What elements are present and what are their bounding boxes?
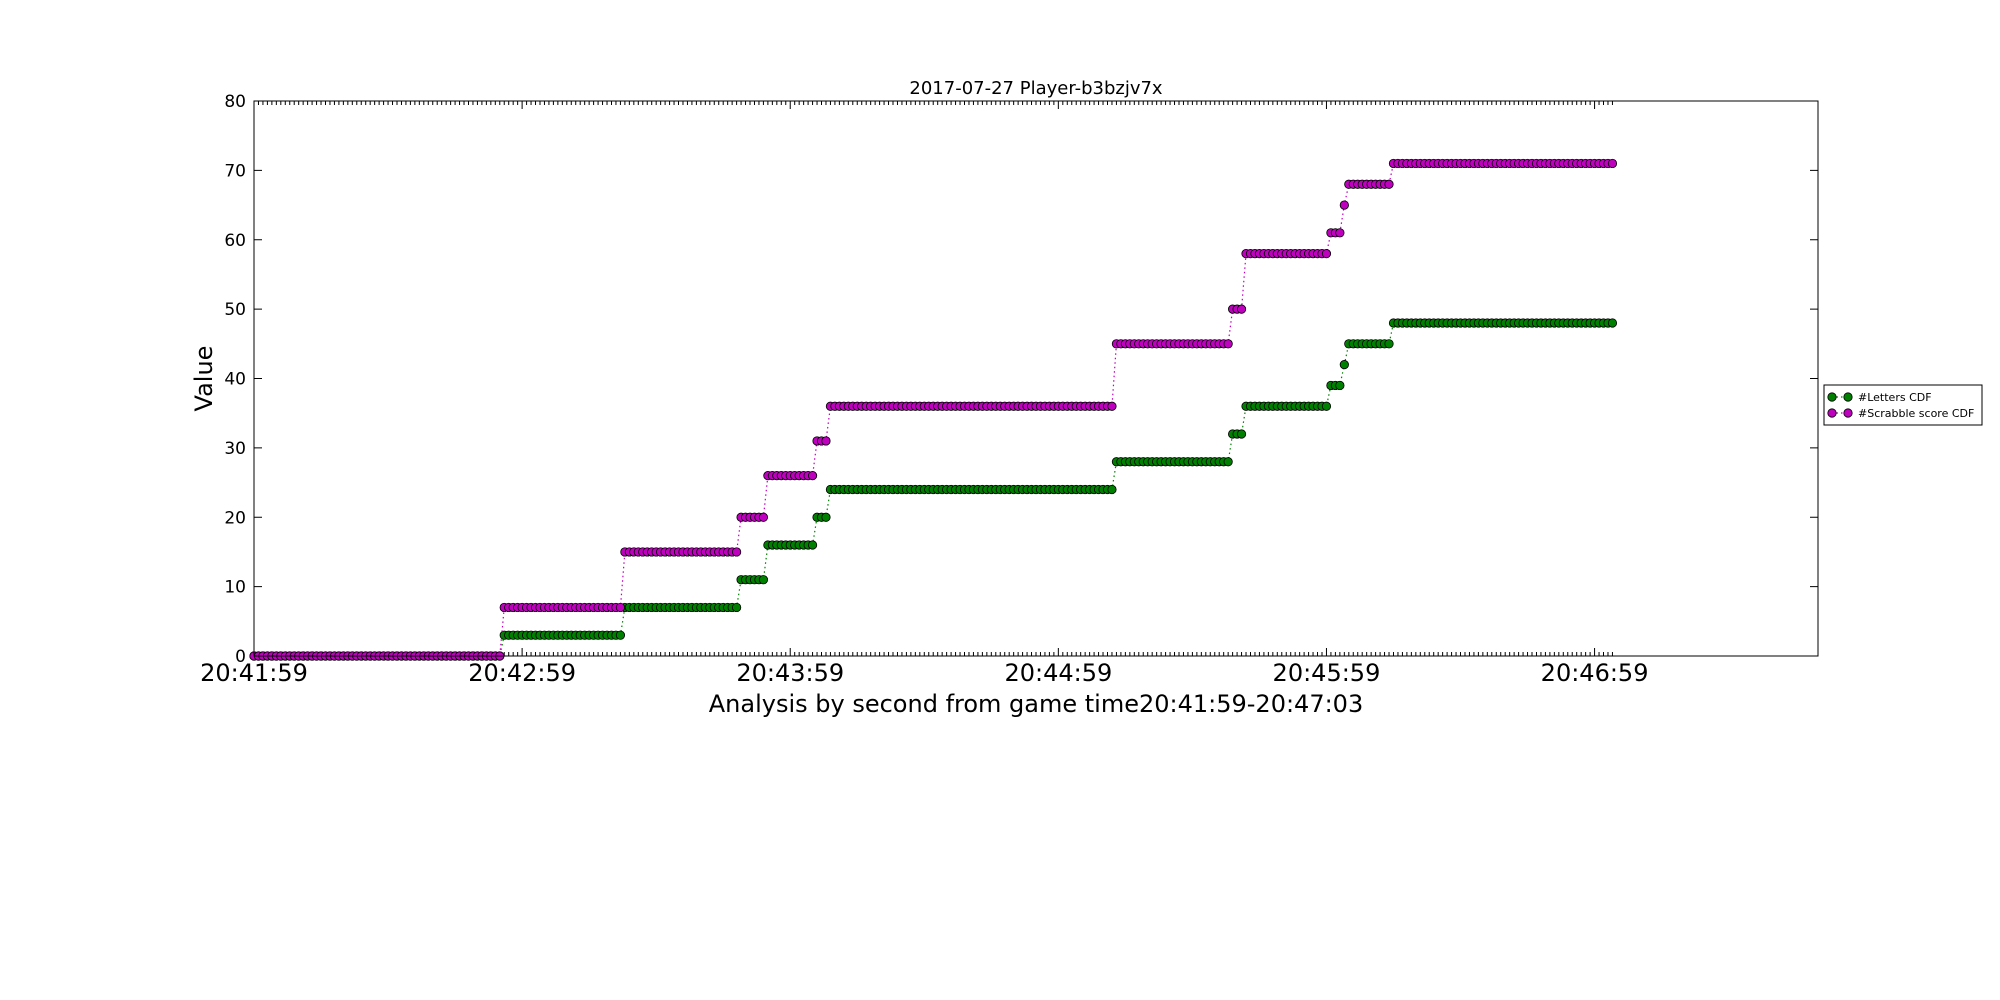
data-point: [758, 512, 769, 522]
data-point: [1107, 484, 1117, 495]
data-point: [1236, 429, 1247, 439]
x-tick-label: 20:44:59: [1004, 659, 1112, 687]
legend-marker: [1827, 408, 1837, 418]
x-tick-label: 20:41:59: [200, 659, 308, 687]
x-axis-label: Analysis by second from game time20:41:5…: [709, 690, 1363, 718]
data-point: [615, 630, 626, 640]
data-point: [821, 436, 831, 446]
legend-marker: [1843, 408, 1853, 418]
y-tick-label: 40: [224, 370, 246, 390]
y-axis-label: Value: [190, 346, 218, 412]
y-tick-label: 20: [224, 508, 246, 528]
y-tick-label: 50: [224, 300, 246, 320]
data-point: [1107, 401, 1117, 411]
legend: #Letters CDF #Scrabble score CDF: [1823, 384, 1983, 426]
series-1: [249, 318, 1618, 661]
data-point: [1384, 339, 1394, 349]
series-layer: [249, 158, 1618, 661]
data-point: [807, 471, 818, 481]
legend-frame: [1823, 384, 1983, 426]
data-point: [1321, 249, 1332, 259]
data-point: [1607, 318, 1618, 328]
x-tick-label: 20:45:59: [1273, 659, 1381, 687]
data-point: [1607, 158, 1618, 169]
y-tick-label: 10: [224, 578, 246, 598]
data-point: [821, 512, 831, 522]
data-point: [1339, 200, 1349, 210]
data-point: [615, 602, 626, 613]
series-2: [249, 158, 1618, 661]
chart-title: 2017-07-27 Player-b3bzjv7x: [909, 78, 1163, 99]
legend-label: #Letters CDF: [1858, 391, 1932, 404]
data-point: [1321, 401, 1332, 411]
x-tick-label: 20:46:59: [1541, 659, 1649, 687]
data-point: [1223, 339, 1233, 349]
data-point: [807, 540, 818, 550]
legend-marker: [1827, 392, 1837, 402]
y-tick-label: 70: [224, 161, 246, 181]
y-tick-label: 30: [224, 439, 246, 459]
legend-label: #Scrabble score CDF: [1858, 407, 1974, 420]
x-tick-label: 20:42:59: [468, 659, 576, 687]
plot-frame: [253, 100, 1819, 657]
legend-marker: [1843, 392, 1853, 402]
y-tick-label: 80: [224, 92, 246, 112]
data-point: [1223, 457, 1233, 467]
data-point: [1339, 360, 1349, 370]
y-tick-label: 0: [235, 647, 246, 667]
data-point: [732, 547, 742, 557]
data-point: [732, 602, 742, 613]
data-point: [1236, 304, 1247, 314]
x-tick-label: 20:43:59: [736, 659, 844, 687]
data-point: [758, 575, 769, 585]
tick-layer: 20:41:59 20:42:59 20:43:59 20:44:59 20:45:59…: [200, 92, 1818, 687]
data-point: [1384, 179, 1394, 189]
data-point: [1335, 228, 1345, 238]
y-tick-label: 60: [224, 231, 246, 251]
data-point: [1335, 380, 1345, 391]
